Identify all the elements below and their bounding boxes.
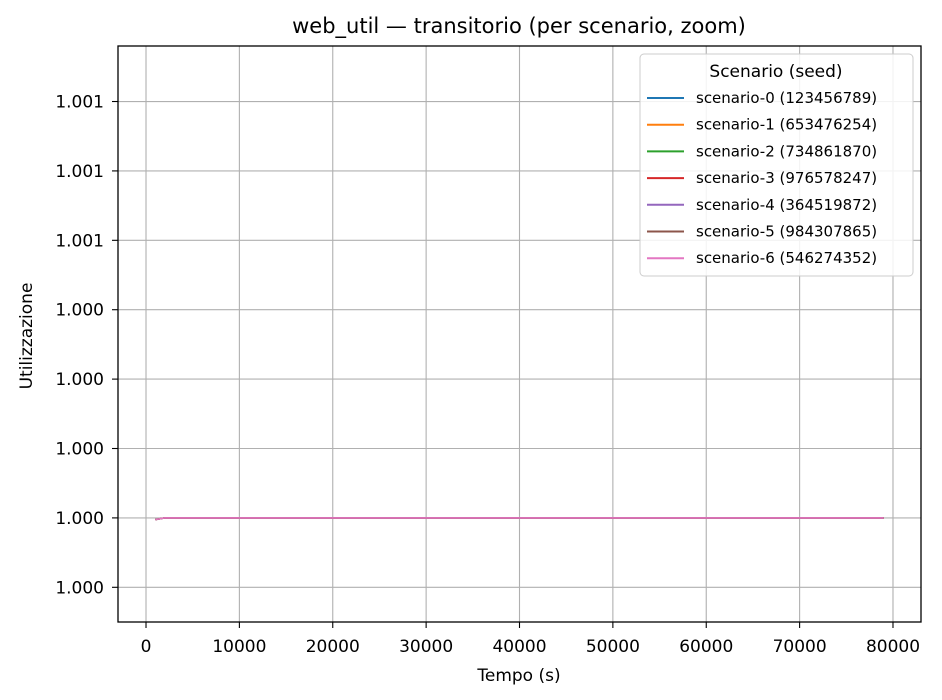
- y-tick-label: 1.000: [55, 370, 104, 390]
- y-tick-label: 1.001: [55, 93, 104, 113]
- y-tick-label: 1.001: [55, 231, 104, 251]
- x-tick-label: 80000: [866, 637, 920, 657]
- y-tick-label: 1.001: [55, 162, 104, 182]
- y-tick-label: 1.000: [55, 440, 104, 460]
- legend-entry: scenario-5 (984307865): [696, 223, 877, 241]
- x-tick-label: 40000: [492, 637, 546, 657]
- series-layer: [155, 517, 884, 521]
- y-tick-label: 1.000: [55, 578, 104, 598]
- y-tick-label: 1.000: [55, 509, 104, 529]
- x-tick-label: 50000: [586, 637, 640, 657]
- legend-entry: scenario-0 (123456789): [696, 89, 877, 107]
- x-tick-label: 20000: [306, 637, 360, 657]
- legend-entry: scenario-4 (364519872): [696, 196, 877, 214]
- chart-title: web_util — transitorio (per scenario, zo…: [292, 14, 746, 39]
- x-tick-label: 70000: [773, 637, 827, 657]
- legend-entry: scenario-6 (546274352): [696, 249, 877, 267]
- y-tick-label: 1.000: [55, 301, 104, 321]
- legend-entry: scenario-3 (976578247): [696, 169, 877, 187]
- x-tick-label: 30000: [399, 637, 453, 657]
- y-axis-ticks: 1.000 1.000 1.000 1.000 1.000 1.001 1.001 1.001: [55, 93, 118, 598]
- legend-title: Scenario (seed): [709, 62, 842, 82]
- x-axis-label: Tempo (s): [476, 666, 560, 686]
- x-tick-label: 0: [141, 637, 152, 657]
- legend-box: [639, 53, 914, 277]
- x-tick-label: 10000: [212, 637, 266, 657]
- y-axis-label: Utilizzazione: [17, 283, 37, 390]
- x-axis-ticks: 0 10000 20000 30000 40000 50000 60000 70000 8000…: [141, 622, 920, 657]
- legend: Scenario (seed) scenario-0 (123456789) sc…: [639, 53, 914, 277]
- legend-entry: scenario-1 (653476254): [696, 116, 877, 134]
- x-tick-label: 60000: [679, 637, 733, 657]
- legend-entry: scenario-2 (734861870): [696, 142, 877, 160]
- series-line: [155, 517, 884, 521]
